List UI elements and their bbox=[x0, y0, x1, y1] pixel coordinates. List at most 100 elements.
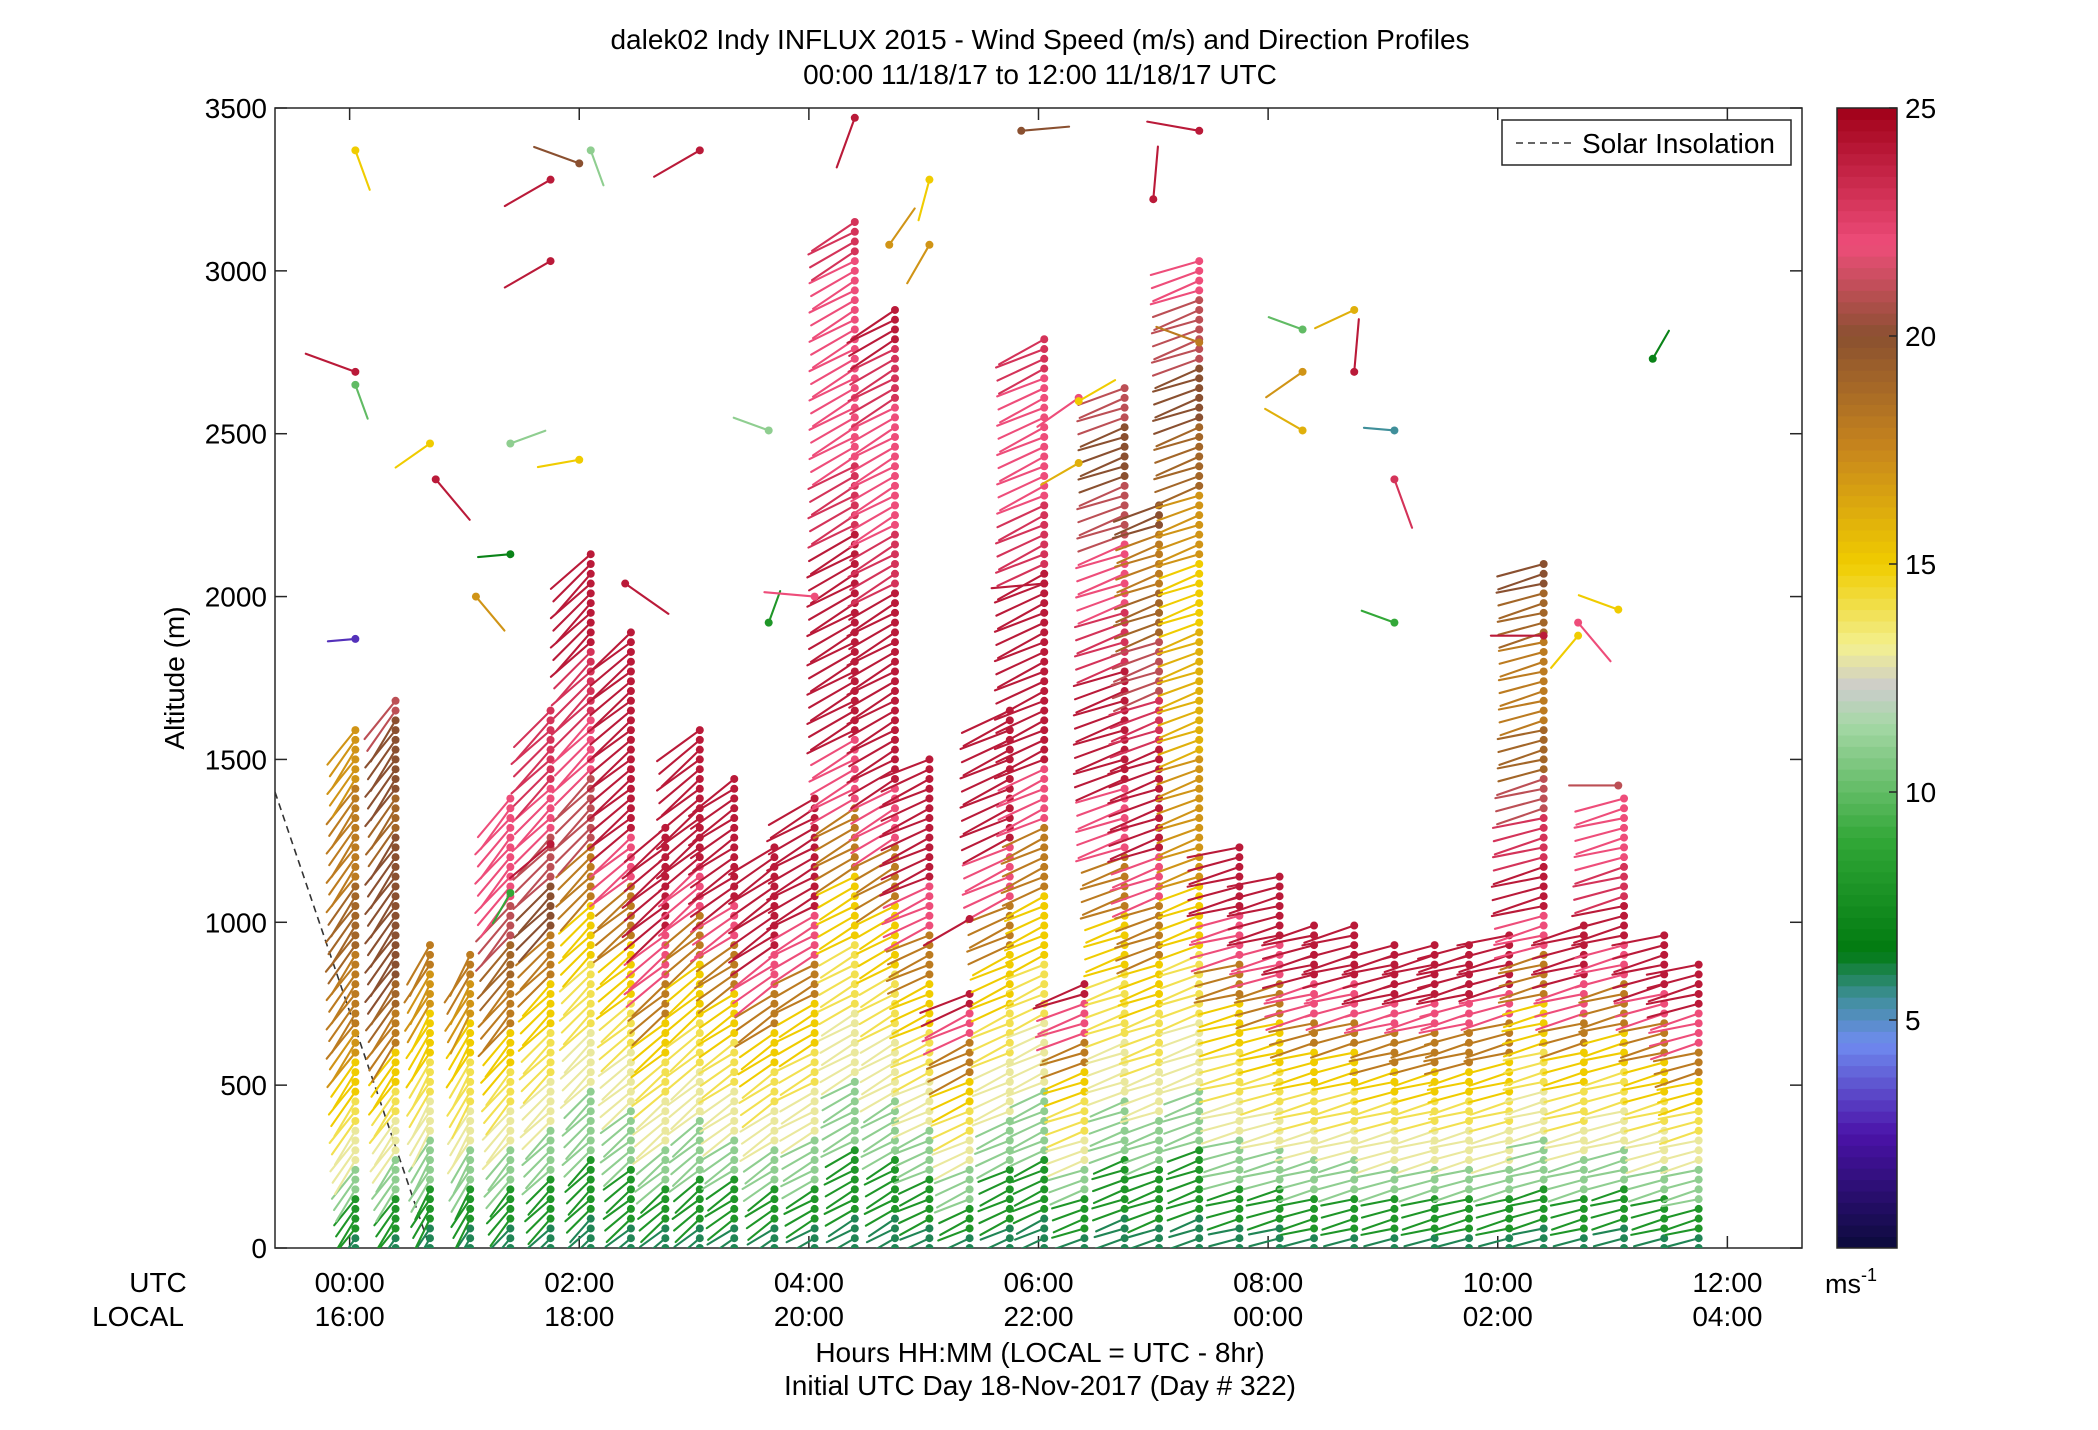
wind-barb-point bbox=[925, 961, 933, 969]
wind-barb-point bbox=[696, 775, 704, 783]
wind-barb-point bbox=[1390, 1244, 1398, 1252]
wind-barb-point bbox=[925, 1244, 933, 1252]
x-tick-label-local: 18:00 bbox=[544, 1301, 614, 1332]
wind-barb-point bbox=[925, 1234, 933, 1242]
wind-barb-point bbox=[925, 824, 933, 832]
wind-barb-point bbox=[925, 1185, 933, 1193]
y-tick-label: 1000 bbox=[205, 907, 267, 938]
wind-barb-point bbox=[730, 795, 738, 803]
wind-barb-point bbox=[1121, 453, 1129, 461]
wind-barb-point bbox=[811, 892, 819, 900]
wind-barb-point bbox=[506, 922, 514, 930]
wind-barb-point bbox=[466, 1000, 474, 1008]
wind-barb-point bbox=[925, 785, 933, 793]
wind-barb-point bbox=[392, 697, 400, 705]
wind-barb-point bbox=[811, 882, 819, 890]
wind-barb-point bbox=[770, 1117, 778, 1125]
wind-barb-point bbox=[811, 902, 819, 910]
wind-barb-point bbox=[627, 785, 635, 793]
wind-barb-point bbox=[661, 1117, 669, 1125]
wind-barb-point bbox=[1155, 1185, 1163, 1193]
wind-barb-point bbox=[426, 1088, 434, 1096]
wind-barb-point bbox=[392, 1137, 400, 1145]
wind-barb-point bbox=[351, 1088, 359, 1096]
wind-barb-point bbox=[1040, 775, 1048, 783]
wind-barb-point bbox=[811, 1244, 819, 1252]
wind-barb-point bbox=[506, 1029, 514, 1037]
wind-barb-point bbox=[1155, 1234, 1163, 1242]
wind-barb-point bbox=[891, 511, 899, 519]
wind-barb-point bbox=[1195, 804, 1203, 812]
wind-barb-point bbox=[966, 1127, 974, 1135]
wind-barb-point bbox=[1040, 1137, 1048, 1145]
wind-barb-point bbox=[392, 1176, 400, 1184]
wind-barb-point bbox=[891, 531, 899, 539]
wind-barb-point bbox=[1040, 970, 1048, 978]
wind-barb-point bbox=[506, 1009, 514, 1017]
wind-barb-point bbox=[506, 834, 514, 842]
wind-barb-point bbox=[587, 1195, 595, 1203]
wind-barb-point bbox=[1195, 413, 1203, 421]
wind-barb-point bbox=[1195, 1156, 1203, 1164]
wind-barb-point bbox=[587, 863, 595, 871]
wind-barb-point bbox=[587, 550, 595, 558]
wind-barb-point bbox=[770, 1244, 778, 1252]
wind-barb-point bbox=[851, 325, 859, 333]
wind-barb-point bbox=[811, 1029, 819, 1037]
wind-barb-point bbox=[426, 1156, 434, 1164]
wind-barb-point bbox=[1121, 931, 1129, 939]
wind-barb-point bbox=[1235, 1244, 1243, 1252]
x-tick-label-utc: 08:00 bbox=[1233, 1267, 1303, 1298]
x-tick-label-local: 20:00 bbox=[774, 1301, 844, 1332]
wind-barb-point bbox=[1006, 1185, 1014, 1193]
wind-barb-point bbox=[1040, 677, 1048, 685]
wind-barb-point bbox=[426, 1117, 434, 1125]
wind-barb-point bbox=[547, 707, 555, 715]
wind-barb-point bbox=[1235, 1156, 1243, 1164]
wind-barb-point bbox=[891, 374, 899, 382]
wind-barb-point bbox=[891, 306, 899, 314]
wind-barb-point bbox=[547, 1058, 555, 1066]
wind-barb-point bbox=[1080, 1117, 1088, 1125]
wind-barb-point bbox=[891, 1234, 899, 1242]
wind-barb-point bbox=[1350, 1195, 1358, 1203]
wind-barb-point bbox=[1040, 619, 1048, 627]
wind-barb-point bbox=[392, 726, 400, 734]
wind-barb-point bbox=[730, 804, 738, 812]
wind-barb-point bbox=[1006, 1215, 1014, 1223]
wind-barb-point bbox=[696, 795, 704, 803]
wind-barb-point bbox=[1080, 1166, 1088, 1174]
wind-barb-point bbox=[1155, 785, 1163, 793]
x-tick-label-utc: 06:00 bbox=[1003, 1267, 1073, 1298]
wind-barb-point bbox=[392, 882, 400, 890]
wind-barb-point bbox=[925, 912, 933, 920]
wind-barb-point bbox=[1390, 1215, 1398, 1223]
wind-barb-point bbox=[1040, 843, 1048, 851]
wind-barb-point bbox=[1040, 1166, 1048, 1174]
y-tick-label: 3500 bbox=[205, 93, 267, 124]
wind-barb-point bbox=[1155, 931, 1163, 939]
wind-barb-point bbox=[392, 785, 400, 793]
wind-barb-point bbox=[547, 795, 555, 803]
wind-barb-point bbox=[1310, 1244, 1318, 1252]
wind-barb-point bbox=[730, 1244, 738, 1252]
wind-barb-point bbox=[506, 824, 514, 832]
wind-barb-point bbox=[587, 570, 595, 578]
wind-barb-point bbox=[351, 775, 359, 783]
wind-barb-point bbox=[851, 1205, 859, 1213]
wind-barb-point bbox=[1310, 1195, 1318, 1203]
wind-barb-point bbox=[1040, 355, 1048, 363]
wind-barb-point bbox=[506, 1234, 514, 1242]
wind-barb-point bbox=[627, 1224, 635, 1232]
wind-barb-point bbox=[730, 1019, 738, 1027]
wind-barb-point bbox=[1040, 521, 1048, 529]
wind-barb-point bbox=[811, 795, 819, 803]
wind-barb-shaft bbox=[457, 1248, 471, 1276]
wind-barb-point bbox=[661, 1019, 669, 1027]
wind-barb-point bbox=[1121, 1215, 1129, 1223]
wind-barb-point bbox=[392, 961, 400, 969]
wind-barb-point bbox=[627, 736, 635, 744]
wind-barb-point bbox=[627, 628, 635, 636]
wind-barb-point bbox=[966, 1224, 974, 1232]
wind-barb-point bbox=[1195, 482, 1203, 490]
